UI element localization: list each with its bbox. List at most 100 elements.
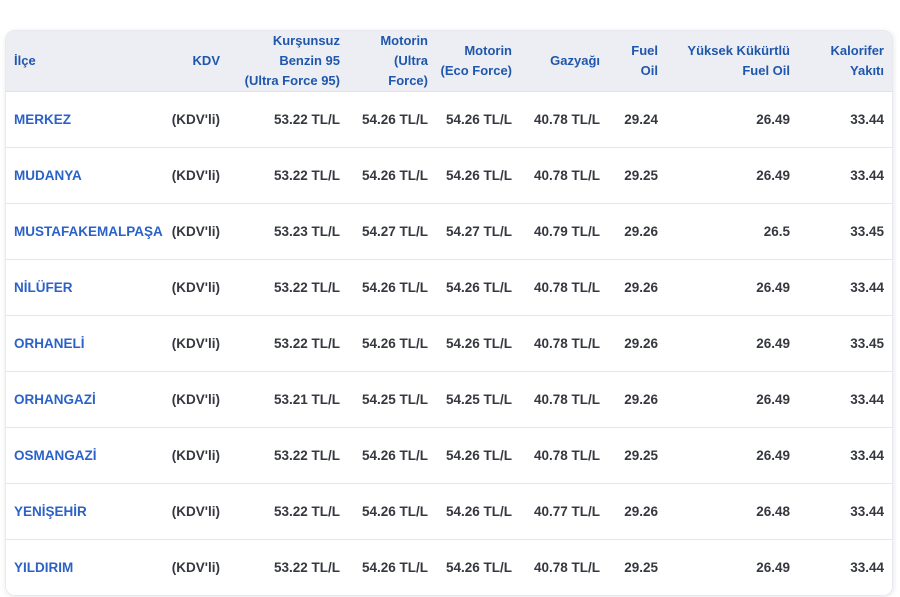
gazyagi-price: 40.78 TL/L: [533, 392, 600, 407]
motorin-ultra-price: 54.25 TL/L: [361, 392, 428, 407]
gazyagi-price: 40.78 TL/L: [533, 560, 600, 575]
motorin-eco-price: 54.26 TL/L: [445, 336, 512, 351]
motorin-ultra-price: 54.27 TL/L: [361, 224, 428, 239]
kdv-cell: (KDV'li): [171, 392, 220, 407]
motorin-eco-price: 54.26 TL/L: [445, 168, 512, 183]
motorin-eco-price: 54.26 TL/L: [445, 112, 512, 127]
table-row: MERKEZ (KDV'li) 53.22 TL/L 54.26 TL/L 54…: [6, 92, 892, 147]
table-row: YILDIRIM (KDV'li) 53.22 TL/L 54.26 TL/L …: [6, 539, 892, 595]
fuel-price-table: İlçe KDV Kurşunsuz Benzin 95 (Ultra Forc…: [5, 30, 893, 596]
motorin-eco-price: 54.26 TL/L: [445, 448, 512, 463]
yuksek-kukurtlu-price: 26.49: [756, 448, 790, 463]
yuksek-kukurtlu-price: 26.49: [756, 112, 790, 127]
motorin-ultra-price: 54.26 TL/L: [361, 280, 428, 295]
motorin-ultra-price: 54.26 TL/L: [361, 560, 428, 575]
header-yuksek-kukurtlu-fuel-oil: Yüksek Kükürtlü Fuel Oil: [687, 43, 790, 78]
district-link[interactable]: MUSTAFAKEMALPAŞA: [14, 224, 163, 239]
header-benzin95: Kurşunsuz Benzin 95 (Ultra Force 95): [244, 33, 340, 88]
kalorifer-price: 33.44: [850, 504, 884, 519]
fuel-oil-price: 29.26: [624, 280, 658, 295]
kalorifer-price: 33.45: [850, 224, 884, 239]
benzin95-price: 53.22 TL/L: [273, 560, 340, 575]
kalorifer-price: 33.44: [850, 392, 884, 407]
table-header-row: İlçe KDV Kurşunsuz Benzin 95 (Ultra Forc…: [6, 31, 892, 92]
motorin-eco-price: 54.26 TL/L: [445, 504, 512, 519]
motorin-eco-price: 54.26 TL/L: [445, 280, 512, 295]
motorin-ultra-price: 54.26 TL/L: [361, 336, 428, 351]
fuel-oil-price: 29.25: [624, 448, 658, 463]
table-row: ORHANELİ (KDV'li) 53.22 TL/L 54.26 TL/L …: [6, 315, 892, 371]
gazyagi-price: 40.78 TL/L: [533, 336, 600, 351]
kalorifer-price: 33.44: [850, 560, 884, 575]
gazyagi-price: 40.77 TL/L: [533, 504, 600, 519]
district-link[interactable]: NİLÜFER: [14, 280, 73, 295]
motorin-ultra-price: 54.26 TL/L: [361, 504, 428, 519]
kdv-cell: (KDV'li): [171, 224, 220, 239]
motorin-ultra-price: 54.26 TL/L: [361, 112, 428, 127]
header-fuel-oil: Fuel Oil: [631, 43, 658, 78]
gazyagi-price: 40.79 TL/L: [533, 224, 600, 239]
benzin95-price: 53.22 TL/L: [273, 504, 340, 519]
kdv-cell: (KDV'li): [171, 336, 220, 351]
motorin-eco-price: 54.25 TL/L: [445, 392, 512, 407]
benzin95-price: 53.22 TL/L: [273, 112, 340, 127]
district-link[interactable]: MUDANYA: [14, 168, 82, 183]
kalorifer-price: 33.44: [850, 448, 884, 463]
table-row: NİLÜFER (KDV'li) 53.22 TL/L 54.26 TL/L 5…: [6, 259, 892, 315]
header-kdv: KDV: [192, 53, 220, 68]
kdv-cell: (KDV'li): [171, 504, 220, 519]
header-motorin-eco: Motorin (Eco Force): [440, 43, 512, 78]
fuel-oil-price: 29.26: [624, 392, 658, 407]
benzin95-price: 53.22 TL/L: [273, 280, 340, 295]
kdv-cell: (KDV'li): [171, 168, 220, 183]
district-link[interactable]: ORHANELİ: [14, 336, 85, 351]
table-row: ORHANGAZİ (KDV'li) 53.21 TL/L 54.25 TL/L…: [6, 371, 892, 427]
fuel-oil-price: 29.26: [624, 224, 658, 239]
fuel-oil-price: 29.26: [624, 504, 658, 519]
district-link[interactable]: YENİŞEHİR: [14, 504, 87, 519]
benzin95-price: 53.22 TL/L: [273, 448, 340, 463]
district-link[interactable]: ORHANGAZİ: [14, 392, 96, 407]
yuksek-kukurtlu-price: 26.48: [756, 504, 790, 519]
kalorifer-price: 33.44: [850, 280, 884, 295]
benzin95-price: 53.22 TL/L: [273, 336, 340, 351]
table-row: OSMANGAZİ (KDV'li) 53.22 TL/L 54.26 TL/L…: [6, 427, 892, 483]
header-kalorifer-yakiti: Kalorifer Yakıtı: [830, 43, 884, 78]
gazyagi-price: 40.78 TL/L: [533, 280, 600, 295]
kdv-cell: (KDV'li): [171, 560, 220, 575]
yuksek-kukurtlu-price: 26.49: [756, 560, 790, 575]
benzin95-price: 53.21 TL/L: [273, 392, 340, 407]
table-row: MUSTAFAKEMALPAŞA (KDV'li) 53.23 TL/L 54.…: [6, 203, 892, 259]
fuel-oil-price: 29.25: [624, 168, 658, 183]
header-ilce: İlçe: [14, 53, 36, 68]
header-gazyagi: Gazyağı: [550, 53, 600, 68]
kdv-cell: (KDV'li): [171, 112, 220, 127]
district-link[interactable]: OSMANGAZİ: [14, 448, 97, 463]
header-motorin-ultra: Motorin (Ultra Force): [380, 33, 428, 88]
table-row: YENİŞEHİR (KDV'li) 53.22 TL/L 54.26 TL/L…: [6, 483, 892, 539]
benzin95-price: 53.23 TL/L: [273, 224, 340, 239]
motorin-ultra-price: 54.26 TL/L: [361, 168, 428, 183]
fuel-oil-price: 29.26: [624, 336, 658, 351]
gazyagi-price: 40.78 TL/L: [533, 448, 600, 463]
kdv-cell: (KDV'li): [171, 448, 220, 463]
district-link[interactable]: MERKEZ: [14, 112, 71, 127]
benzin95-price: 53.22 TL/L: [273, 168, 340, 183]
district-link[interactable]: YILDIRIM: [14, 560, 74, 575]
table-body: MERKEZ (KDV'li) 53.22 TL/L 54.26 TL/L 54…: [6, 92, 892, 595]
yuksek-kukurtlu-price: 26.49: [756, 168, 790, 183]
yuksek-kukurtlu-price: 26.49: [756, 280, 790, 295]
yuksek-kukurtlu-price: 26.49: [756, 336, 790, 351]
motorin-eco-price: 54.26 TL/L: [445, 560, 512, 575]
gazyagi-price: 40.78 TL/L: [533, 168, 600, 183]
kalorifer-price: 33.44: [850, 168, 884, 183]
kdv-cell: (KDV'li): [171, 280, 220, 295]
yuksek-kukurtlu-price: 26.5: [763, 224, 790, 239]
motorin-ultra-price: 54.26 TL/L: [361, 448, 428, 463]
fuel-oil-price: 29.25: [624, 560, 658, 575]
motorin-eco-price: 54.27 TL/L: [445, 224, 512, 239]
yuksek-kukurtlu-price: 26.49: [756, 392, 790, 407]
fuel-oil-price: 29.24: [624, 112, 658, 127]
kalorifer-price: 33.45: [850, 336, 884, 351]
kalorifer-price: 33.44: [850, 112, 884, 127]
